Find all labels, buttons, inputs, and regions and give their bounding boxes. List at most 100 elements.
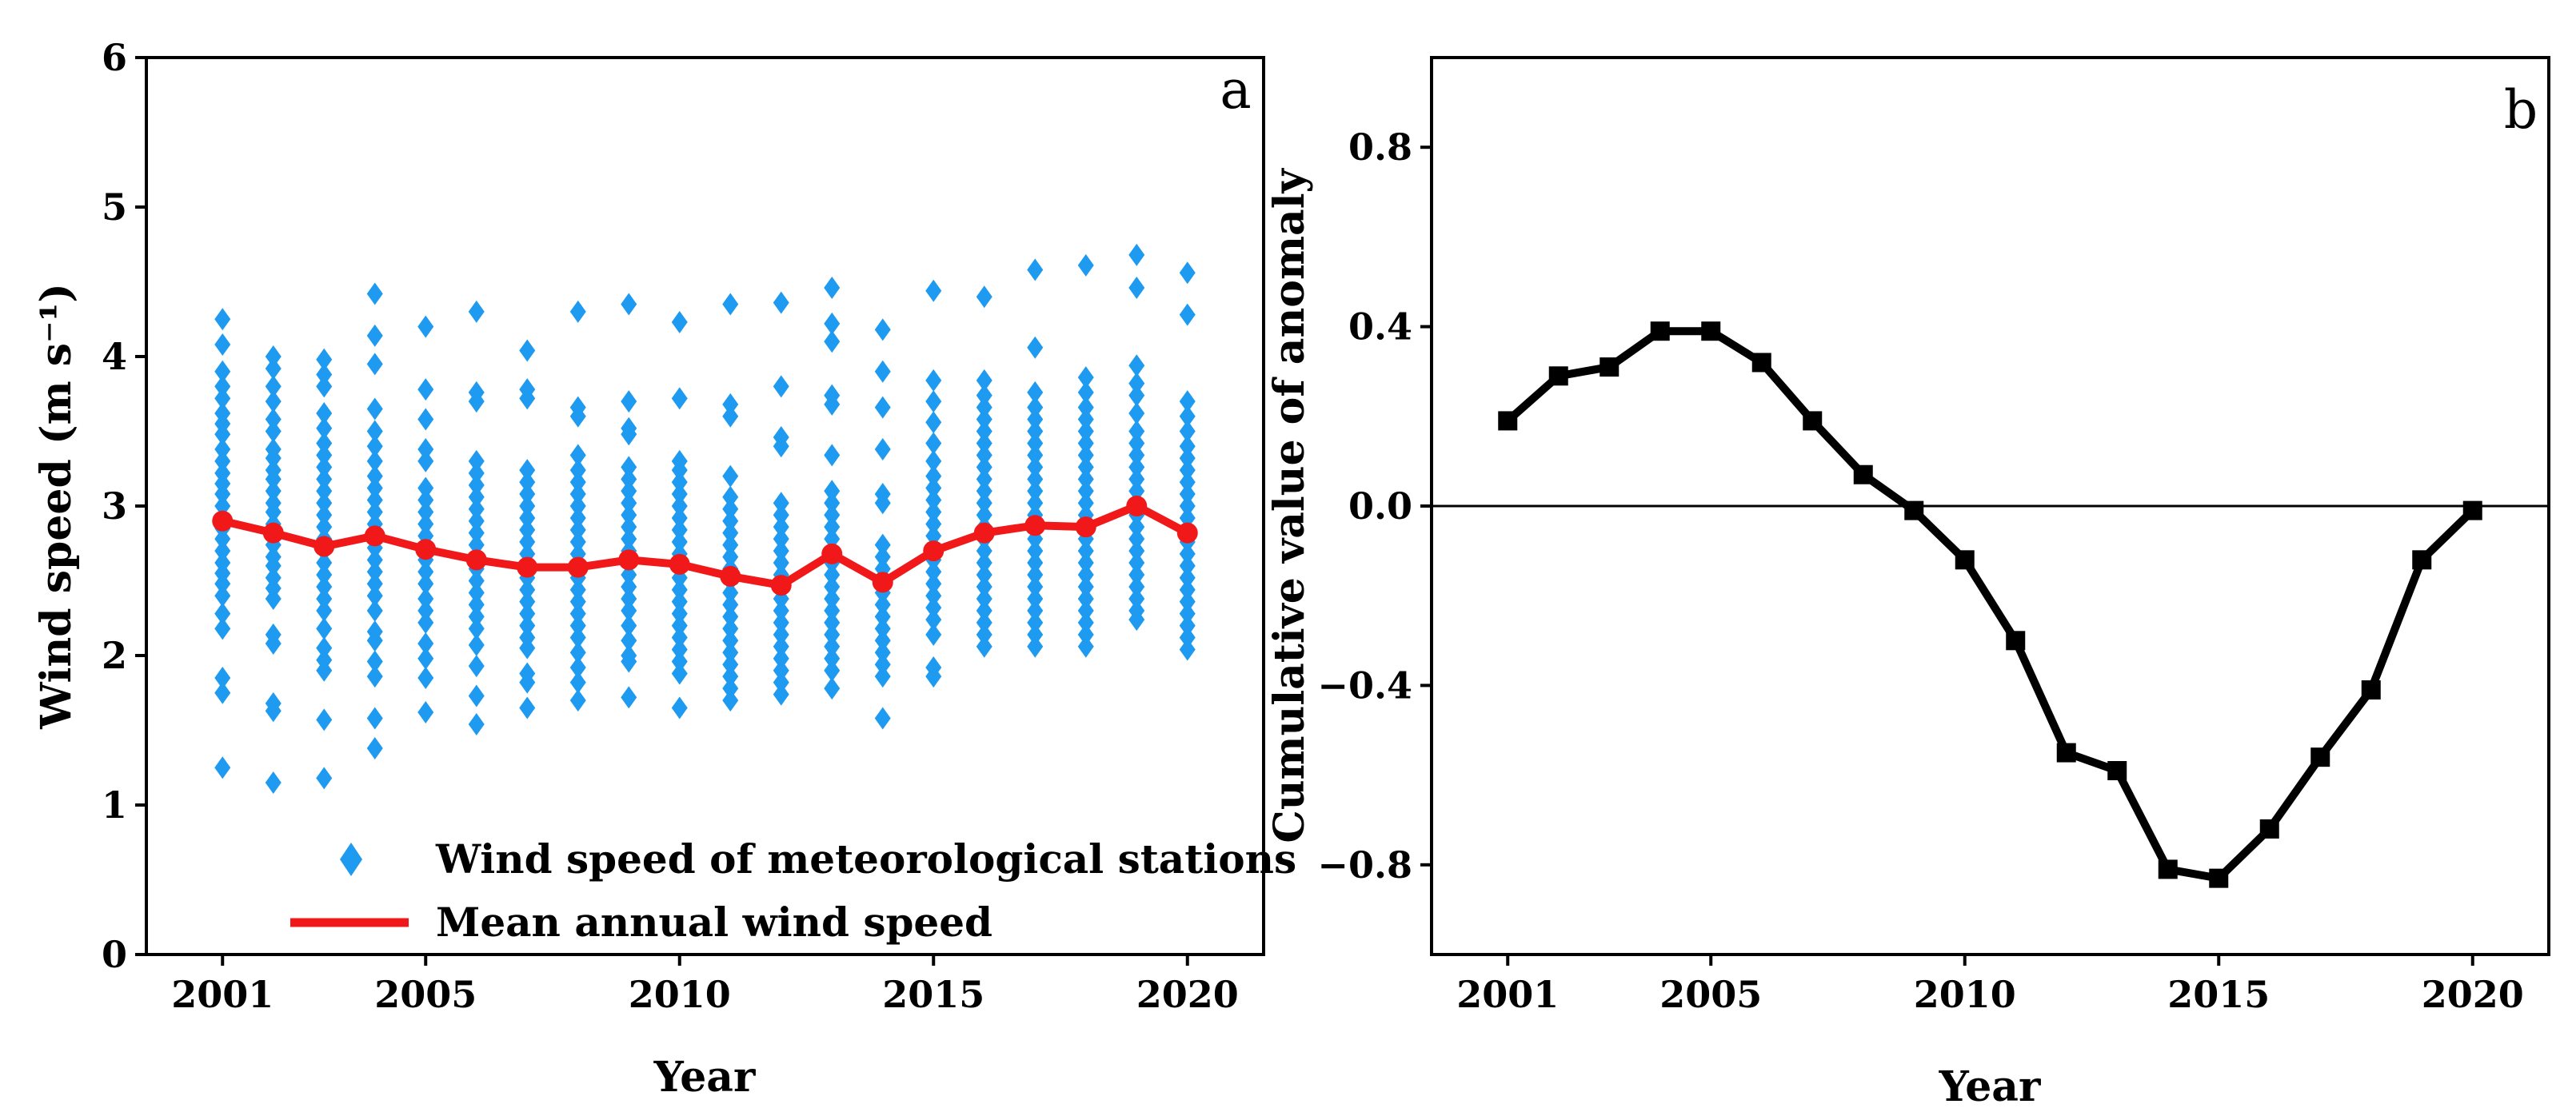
station-point [722,533,739,556]
station-point [1077,408,1094,431]
station-point [621,480,637,503]
station-point [1128,354,1145,377]
station-point [824,480,841,503]
station-point [824,623,841,646]
station-point [976,456,992,479]
station-point [1179,471,1196,494]
station-point [316,708,333,731]
station-point [316,363,333,386]
station-point [468,605,485,628]
station-point [824,587,841,610]
station-point [519,530,536,553]
panel-b-y-axis-title: Cumulative value of anomaly [1265,168,1314,843]
station-point [925,449,942,472]
station-point [366,324,383,347]
station-point [722,605,739,628]
mean-point [923,540,945,562]
station-point [1077,552,1094,575]
station-point [1027,587,1044,610]
station-point [316,636,333,660]
station-point [1179,261,1196,285]
station-point [214,552,231,575]
station-point [214,667,231,690]
station-point [468,581,485,604]
station-point [519,518,536,541]
station-point [569,689,586,712]
station-point [773,611,789,634]
station-point [1179,638,1196,661]
station-point [671,310,688,333]
station-point [569,590,586,613]
station-point [316,516,333,539]
station-point [366,353,383,376]
station-point [569,641,586,664]
station-point [214,756,231,779]
station-point [569,506,586,529]
station-point [366,584,383,608]
station-point [773,291,789,314]
station-point [265,375,282,398]
station-point [874,318,891,341]
station-point [519,506,536,529]
station-point [1128,432,1145,455]
station-point [265,492,282,515]
station-point [417,512,434,536]
panel-b-x-tick-label: 2015 [2167,973,2270,1016]
station-point [773,683,789,706]
station-point [925,390,942,413]
anomaly-point [2310,747,2330,767]
station-point [773,375,789,398]
station-point [976,504,992,527]
station-point [874,483,891,506]
station-point [468,300,485,323]
station-point [316,648,333,672]
station-point [417,488,434,512]
station-point [1179,626,1196,649]
station-point [316,417,333,440]
station-point [214,584,231,608]
station-point [1027,456,1044,479]
station-point [1179,602,1196,625]
station-point [316,504,333,527]
station-point [1027,575,1044,598]
panel-b-x-axis-title: Year [1939,1062,2041,1111]
panel-b-y-tick-label: −0.4 [1317,664,1412,707]
station-point [316,599,333,622]
station-point [265,566,282,589]
station-point [519,339,536,362]
panel-b-y-tick-label: 0.0 [1348,484,1412,528]
panel-a-x-tick-label: 2010 [629,973,731,1016]
station-point [417,560,434,584]
station-point [976,468,992,491]
mean-point [364,525,385,547]
mean-point [618,549,640,571]
station-point [925,500,942,524]
station-point [569,530,586,553]
station-point [1128,516,1145,539]
station-point [519,614,536,637]
station-point [519,495,536,517]
station-point [925,411,942,434]
station-point [621,516,637,539]
station-point [722,653,739,676]
station-point [1077,587,1094,610]
station-point [1128,552,1145,575]
mean-point [720,565,741,587]
station-point [569,656,586,679]
mean-point [872,572,893,593]
station-point [1128,402,1145,425]
station-point [316,444,333,467]
station-point [519,378,536,401]
station-point [1128,372,1145,395]
station-point [722,641,739,664]
station-point [671,471,688,494]
station-point [874,593,891,616]
station-point [265,771,282,794]
station-point [265,480,282,503]
panel-a-y-ticks: 0 1 2 3 4 5 6 [102,36,146,976]
station-point [569,459,586,482]
station-point [671,506,688,529]
station-point [468,461,485,484]
station-point [1128,276,1145,299]
mean-point [1176,522,1198,544]
